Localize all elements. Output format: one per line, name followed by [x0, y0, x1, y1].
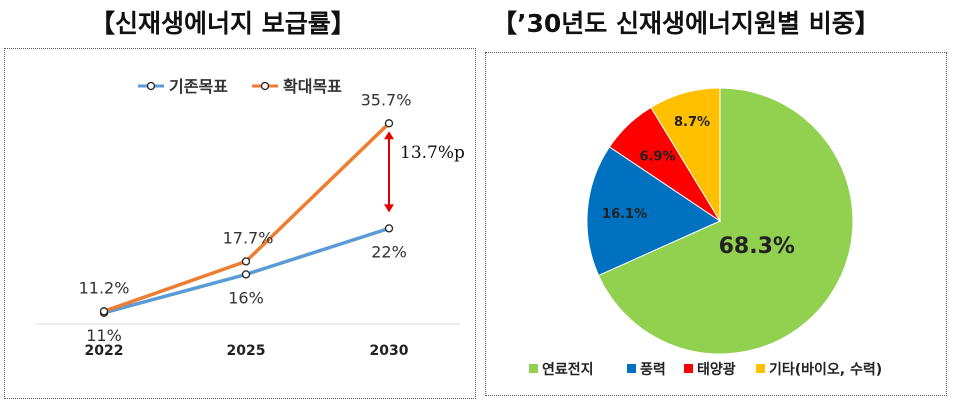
pie-label-2: 16.1%	[602, 207, 647, 222]
data-label-base-2022: 11%	[86, 326, 122, 345]
gap-arrow-head-top	[384, 131, 394, 140]
right-chart-title: 【’30년도 신재생에너지원별 비중】	[492, 9, 880, 38]
pie-legend-swatch-4	[756, 364, 765, 373]
pie-chart-panel: 68.3% 16.1% 6.9% 8.7% 연료전지 풍력 태양광 기타(바이오, 수력)	[485, 52, 947, 396]
pie-slice-1	[597, 87, 854, 355]
legend-marker-1	[146, 81, 156, 91]
legend-label-1: 기존목표	[169, 77, 228, 96]
data-label-base-2025: 16%	[228, 288, 264, 307]
x-tick-label-2025: 2025	[227, 343, 266, 359]
pie-chart: 68.3% 16.1% 6.9% 8.7% 연료전지 풍력 태양광 기타(바이오, 수력)	[529, 87, 882, 378]
gap-annotation-label: 13.7%p	[400, 143, 465, 163]
series-2-point-2030	[384, 119, 394, 128]
pie-label-3: 6.9%	[639, 150, 675, 165]
pie-slice-4	[650, 87, 721, 223]
gap-arrow-head-bottom	[384, 204, 394, 213]
series-line-2	[103, 122, 391, 313]
pie-legend-label-3: 태양광	[697, 361, 736, 378]
series-1-point-2025	[241, 270, 251, 279]
line-chart-panel: 2022 2025 2030 기존목표 확대목표 11% 16% 22% 11.2% 17.7% 3…	[4, 48, 476, 399]
data-label-expanded-2030: 35.7%	[361, 90, 412, 109]
pie-legend-label-1: 연료전지	[542, 361, 594, 378]
series-2-point-2022	[99, 307, 109, 316]
data-label-base-2030: 22%	[371, 242, 407, 261]
series-1-point-2030	[384, 224, 394, 233]
line-chart: 2022 2025 2030 기존목표 확대목표 11% 16% 22% 11.2% 17.7% 3…	[35, 77, 465, 359]
x-tick-label-2030: 2030	[370, 343, 409, 359]
series-2-point-2025	[241, 257, 251, 266]
pie-slice-2	[586, 146, 722, 277]
data-label-expanded-2025: 17.7%	[223, 228, 274, 247]
pie-label-1: 68.3%	[719, 234, 795, 259]
pie-legend-swatch-3	[684, 364, 693, 373]
pie-legend-swatch-1	[529, 364, 538, 373]
pie-legend-label-4: 기타(바이오, 수력)	[769, 361, 882, 378]
legend-label-2: 확대목표	[283, 77, 342, 96]
pie-legend-swatch-2	[627, 364, 636, 373]
left-chart-title: 【신재생에너지 보급률】	[90, 9, 356, 38]
pie-label-4: 8.7%	[674, 115, 710, 130]
x-tick-label-2022: 2022	[85, 343, 124, 359]
legend-marker-2	[260, 81, 270, 91]
data-label-expanded-2022: 11.2%	[79, 278, 130, 297]
pie-legend-label-2: 풍력	[640, 362, 666, 378]
